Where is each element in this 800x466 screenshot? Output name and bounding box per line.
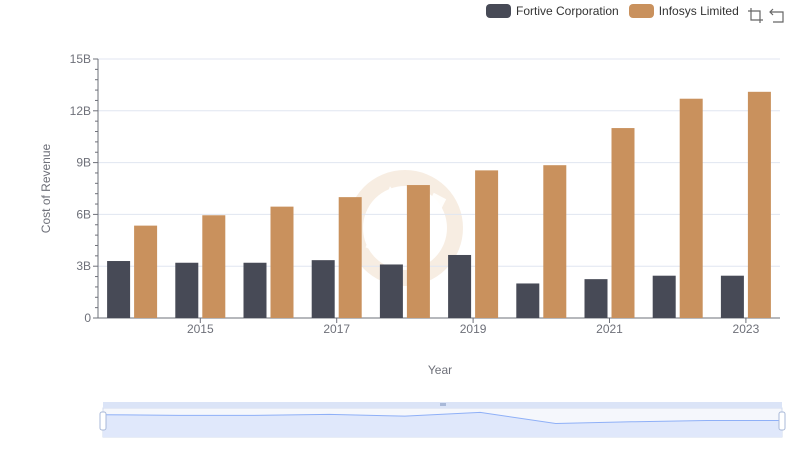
toolbox [746, 6, 790, 24]
y-tick-label: 12B [70, 104, 91, 118]
bar-infosys-2020[interactable] [543, 165, 567, 318]
legend-item-fortive[interactable]: Fortive Corporation [486, 4, 619, 18]
zoom-preview-line [102, 411, 782, 425]
bar-fortive-2014[interactable] [107, 261, 131, 318]
bar-fortive-2021[interactable] [584, 279, 608, 318]
bar-fortive-2019[interactable] [448, 254, 472, 318]
legend-item-infosys[interactable]: Infosys Limited [628, 4, 739, 18]
x-tick-label: 2017 [323, 322, 350, 336]
bar-fortive-2017[interactable] [311, 260, 335, 318]
bar-infosys-2023[interactable] [747, 91, 771, 318]
bar-fortive-2023[interactable] [720, 275, 744, 318]
zoom-handle-left[interactable] [99, 411, 107, 431]
bar-infosys-2021[interactable] [611, 128, 635, 318]
y-tick-label: 3B [76, 259, 91, 273]
zoom-handle-right[interactable] [778, 411, 786, 431]
zoom-reset-icon[interactable] [768, 6, 786, 24]
x-axis-title: Year [428, 363, 452, 377]
x-tick-label: 2019 [460, 322, 487, 336]
bar-infosys-2018[interactable] [406, 185, 430, 318]
legend-label-infosys: Infosys Limited [658, 4, 739, 18]
bar-fortive-2020[interactable] [516, 283, 540, 318]
legend: Fortive Corporation Infosys Limited [486, 4, 749, 18]
bar-infosys-2019[interactable] [475, 170, 499, 318]
y-tick-label: 9B [76, 156, 91, 170]
bar-infosys-2015[interactable] [202, 215, 226, 318]
watermark-ring [347, 170, 463, 286]
bars [107, 91, 771, 318]
legend-swatch-infosys [628, 4, 654, 18]
zoom-preview-area [103, 412, 782, 437]
bar-infosys-2016[interactable] [270, 206, 294, 318]
data-zoom-slider[interactable] [99, 402, 786, 438]
watermark-mark [365, 186, 447, 253]
x-tick-label: 2015 [187, 322, 214, 336]
grid-lines [98, 58, 780, 267]
y-tick-label: 0 [84, 311, 91, 325]
y-tick-label: 6B [76, 207, 91, 221]
axis-labels: 0 3B 6B 9B 12B 15B 2015 2017 2019 2021 2023 Cost of… [39, 52, 760, 377]
y-axis-title: Cost of Revenue [39, 143, 53, 233]
bar-fortive-2022[interactable] [652, 275, 676, 318]
zoom-grip [440, 403, 446, 406]
x-tick-label: 2023 [733, 322, 760, 336]
bar-fortive-2015[interactable] [175, 262, 199, 318]
bar-infosys-2017[interactable] [338, 197, 362, 318]
bar-infosys-2022[interactable] [679, 98, 703, 318]
watermark-logo [347, 170, 463, 286]
bar-fortive-2018[interactable] [379, 264, 403, 318]
data-zoom-icon[interactable] [746, 6, 764, 24]
bar-fortive-2016[interactable] [243, 262, 267, 318]
x-tick-label: 2021 [596, 322, 623, 336]
legend-swatch-fortive [486, 4, 511, 18]
legend-label-fortive: Fortive Corporation [516, 4, 619, 18]
bar-infosys-2014[interactable] [134, 225, 158, 318]
y-tick-label: 15B [70, 52, 91, 66]
